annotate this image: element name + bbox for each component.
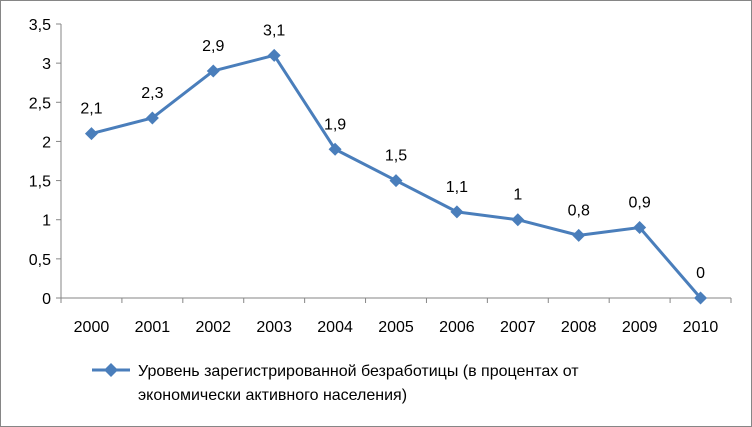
data-label: 2,9 — [202, 38, 224, 55]
data-label: 0,8 — [568, 202, 590, 219]
series-unemployment — [84, 48, 708, 305]
data-point-marker — [84, 127, 98, 141]
y-tick-label: 3 — [42, 56, 51, 73]
data-label: 3,1 — [263, 22, 285, 39]
data-point-marker — [145, 111, 159, 125]
y-tick-label: 0 — [42, 291, 51, 308]
legend: Уровень зарегистрированной безработицы (… — [92, 363, 579, 404]
x-tick-label: 2002 — [195, 319, 231, 336]
data-point-marker — [694, 291, 708, 305]
data-point-marker — [572, 228, 586, 242]
data-label: 2,3 — [141, 85, 163, 102]
y-tick-label: 1 — [42, 213, 51, 230]
legend-label-line1: Уровень зарегистрированной безработицы (… — [138, 363, 579, 380]
data-label: 0 — [696, 265, 705, 282]
data-point-marker — [328, 142, 342, 156]
x-tick-label: 2008 — [561, 319, 597, 336]
data-point-marker — [389, 174, 403, 188]
x-axis: 2000 2001 2002 2003 2004 2005 2006 2007 2008 2009… — [60, 297, 732, 336]
y-axis: 0 0,5 1 1,5 2 2,5 3 3,5 — [29, 17, 62, 308]
data-point-marker — [511, 213, 525, 227]
legend-diamond-icon — [104, 363, 118, 377]
y-tick-label: 1,5 — [29, 174, 51, 191]
x-tick-label: 2003 — [256, 319, 292, 336]
data-point-marker — [267, 48, 281, 62]
y-tick-label: 2,5 — [29, 95, 51, 112]
x-tick-label: 2000 — [74, 319, 110, 336]
x-tick-label: 2004 — [317, 319, 353, 336]
data-label: 0,9 — [629, 195, 651, 212]
data-labels: 2,1 2,3 2,9 3,1 1,9 1,5 1,1 1 0,8 0,9 0 — [80, 22, 705, 282]
x-tick-label: 2009 — [622, 319, 658, 336]
data-point-marker — [633, 221, 647, 235]
data-point-marker — [450, 205, 464, 219]
x-tick-label: 2001 — [135, 319, 171, 336]
data-label: 1,5 — [385, 148, 407, 165]
data-point-marker — [206, 64, 220, 78]
data-label: 1 — [513, 187, 522, 204]
x-tick-label: 2010 — [683, 319, 719, 336]
y-tick-label: 0,5 — [29, 252, 51, 269]
data-label: 1,1 — [446, 179, 468, 196]
data-label: 2,1 — [80, 101, 102, 118]
y-tick-label: 3,5 — [29, 17, 51, 34]
x-tick-label: 2006 — [439, 319, 475, 336]
y-tick-label: 2 — [42, 134, 51, 151]
data-label: 1,9 — [324, 116, 346, 133]
x-tick-label: 2005 — [378, 319, 414, 336]
legend-label-line2: экономически активного населения) — [138, 387, 407, 404]
x-tick-label: 2007 — [500, 319, 536, 336]
